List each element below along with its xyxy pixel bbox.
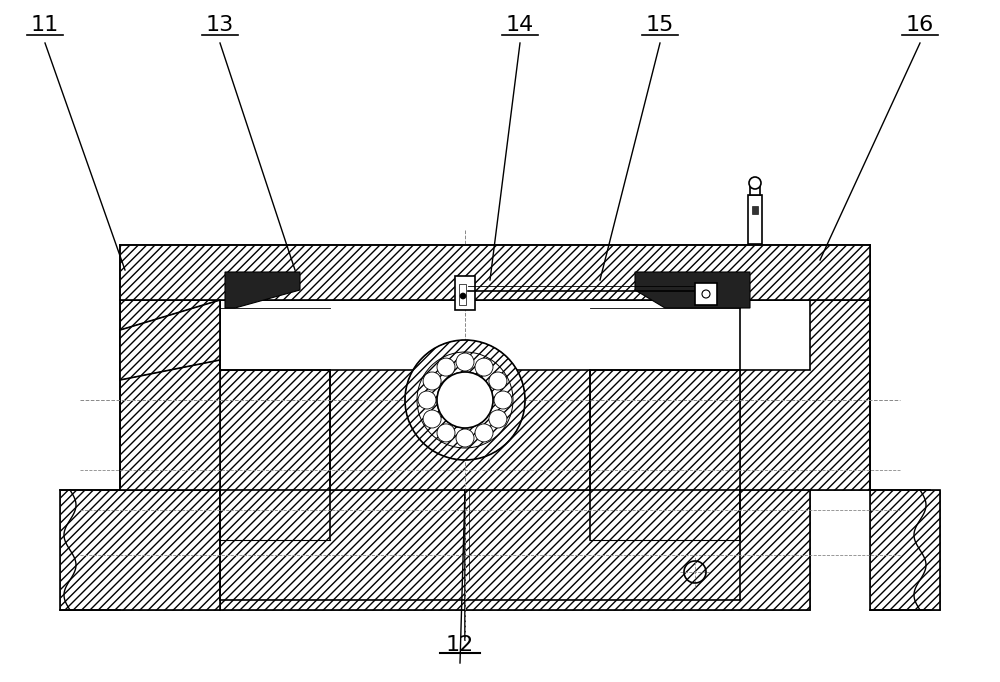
- Circle shape: [437, 358, 455, 376]
- Text: 11: 11: [31, 15, 59, 35]
- Bar: [870, 490, 940, 610]
- Circle shape: [475, 424, 493, 442]
- Circle shape: [456, 429, 474, 447]
- Circle shape: [423, 372, 441, 390]
- Circle shape: [489, 410, 507, 428]
- Circle shape: [423, 410, 441, 428]
- Bar: [695, 283, 717, 305]
- Circle shape: [475, 358, 493, 376]
- Text: 16: 16: [906, 15, 934, 35]
- Bar: [120, 300, 220, 490]
- Polygon shape: [120, 300, 220, 380]
- Bar: [120, 300, 220, 490]
- Bar: [220, 370, 810, 610]
- Polygon shape: [225, 272, 300, 308]
- Bar: [750, 183, 760, 195]
- Text: 14: 14: [506, 15, 534, 35]
- Circle shape: [494, 391, 512, 409]
- Bar: [455, 276, 475, 310]
- Polygon shape: [635, 272, 750, 308]
- Bar: [330, 300, 590, 490]
- Bar: [60, 490, 220, 610]
- Circle shape: [456, 353, 474, 371]
- Circle shape: [405, 340, 525, 460]
- Bar: [220, 300, 810, 370]
- Bar: [748, 195, 762, 244]
- Circle shape: [460, 293, 466, 299]
- Bar: [752, 206, 758, 214]
- Bar: [740, 300, 870, 490]
- Text: 12: 12: [446, 635, 474, 655]
- Bar: [740, 300, 870, 490]
- Circle shape: [437, 424, 455, 442]
- Circle shape: [749, 177, 761, 189]
- Bar: [220, 370, 810, 610]
- Text: 15: 15: [646, 15, 674, 35]
- Bar: [459, 284, 466, 305]
- Circle shape: [489, 372, 507, 390]
- Circle shape: [418, 391, 436, 409]
- Bar: [60, 490, 220, 610]
- Bar: [330, 300, 590, 490]
- Text: 13: 13: [206, 15, 234, 35]
- Bar: [120, 245, 870, 300]
- Bar: [870, 490, 940, 610]
- Bar: [120, 245, 870, 300]
- Circle shape: [437, 372, 493, 428]
